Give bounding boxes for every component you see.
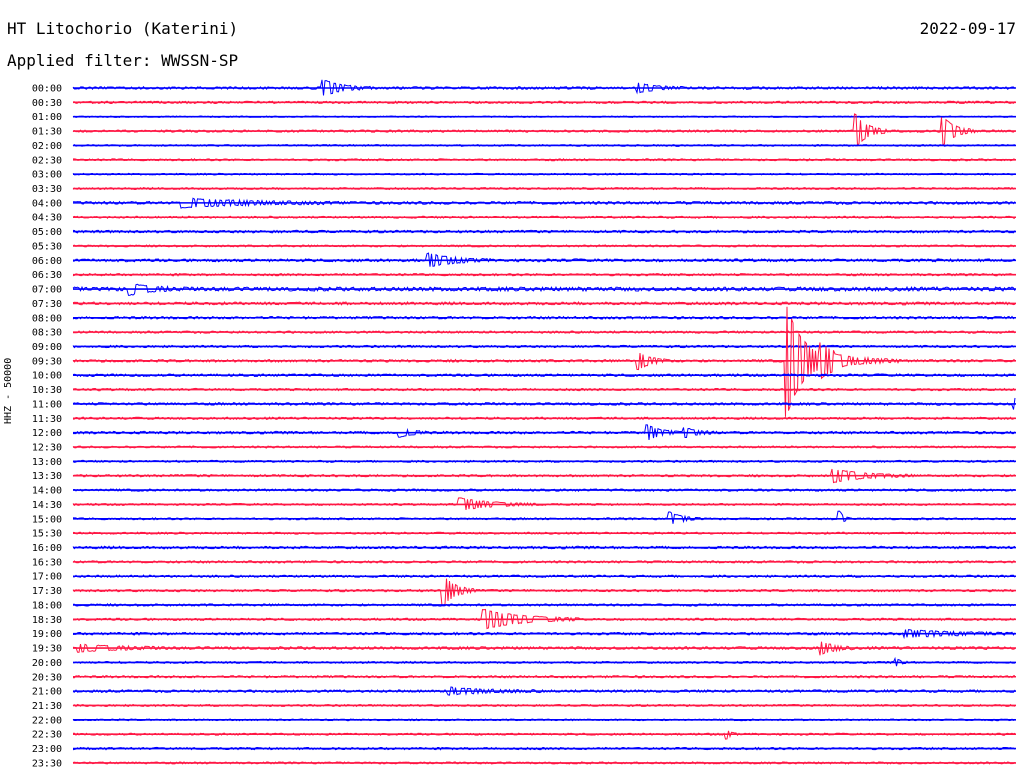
row-time-label: 17:30 bbox=[32, 586, 62, 597]
seismic-trace-row bbox=[72, 283, 1016, 296]
row-time-label: 19:30 bbox=[32, 644, 62, 655]
row-time-label: 23:30 bbox=[32, 758, 62, 769]
row-time-label: 14:30 bbox=[32, 500, 62, 511]
station-title: HT Litochorio (Katerini) bbox=[7, 19, 239, 38]
row-time-label: 13:30 bbox=[32, 471, 62, 482]
row-time-label: 08:00 bbox=[32, 313, 62, 324]
row-time-label: 03:30 bbox=[32, 184, 62, 195]
seismic-trace-row bbox=[72, 315, 1016, 320]
seismic-trace-row bbox=[72, 113, 1016, 147]
row-time-label: 18:30 bbox=[32, 615, 62, 626]
row-time-label: 15:00 bbox=[32, 514, 62, 525]
seismic-trace-row bbox=[72, 578, 1016, 607]
date-label: 2022-09-17 bbox=[919, 19, 1016, 38]
filter-label: Applied filter: WWSSN-SP bbox=[7, 51, 239, 70]
row-time-label: 10:00 bbox=[32, 371, 62, 382]
row-time-label: 23:00 bbox=[32, 744, 62, 755]
row-time-label: 11:30 bbox=[32, 414, 62, 425]
row-time-label: 21:30 bbox=[32, 701, 62, 712]
row-time-label: 03:00 bbox=[32, 170, 62, 181]
row-time-label: 14:00 bbox=[32, 486, 62, 497]
row-time-label: 02:00 bbox=[32, 141, 62, 152]
row-time-label: 17:00 bbox=[32, 572, 62, 583]
row-time-label: 22:00 bbox=[32, 715, 62, 726]
row-time-label: 19:00 bbox=[32, 629, 62, 640]
row-time-label: 21:00 bbox=[32, 687, 62, 698]
row-time-label: 05:00 bbox=[32, 227, 62, 238]
row-time-label: 20:00 bbox=[32, 658, 62, 669]
row-time-label: 08:30 bbox=[32, 328, 62, 339]
row-time-label: 13:00 bbox=[32, 457, 62, 468]
row-time-label: 16:00 bbox=[32, 543, 62, 554]
row-time-label: 06:30 bbox=[32, 270, 62, 281]
row-time-label: 10:30 bbox=[32, 385, 62, 396]
row-time-label: 16:30 bbox=[32, 557, 62, 568]
row-time-label: 04:00 bbox=[32, 198, 62, 209]
row-time-label: 00:30 bbox=[32, 98, 62, 109]
seismic-trace-row bbox=[72, 510, 1016, 524]
row-time-label: 01:30 bbox=[32, 127, 62, 138]
seismic-trace-row bbox=[72, 306, 1016, 417]
row-time-label: 02:30 bbox=[32, 155, 62, 166]
row-time-label: 20:30 bbox=[32, 672, 62, 683]
row-time-label: 12:30 bbox=[32, 443, 62, 454]
row-time-label: 07:30 bbox=[32, 299, 62, 310]
row-time-label: 00:00 bbox=[32, 84, 62, 95]
row-time-label: 06:00 bbox=[32, 256, 62, 267]
row-time-label: 01:00 bbox=[32, 112, 62, 123]
row-time-label: 11:00 bbox=[32, 399, 62, 410]
row-time-label: 15:30 bbox=[32, 529, 62, 540]
row-time-label: 22:30 bbox=[32, 730, 62, 741]
row-time-label: 09:30 bbox=[32, 356, 62, 367]
row-time-label: 04:30 bbox=[32, 213, 62, 224]
row-time-label: 05:30 bbox=[32, 241, 62, 252]
row-time-label: 07:00 bbox=[32, 285, 62, 296]
row-time-label: 09:00 bbox=[32, 342, 62, 353]
row-time-label: 12:00 bbox=[32, 428, 62, 439]
row-time-label: 18:00 bbox=[32, 600, 62, 611]
